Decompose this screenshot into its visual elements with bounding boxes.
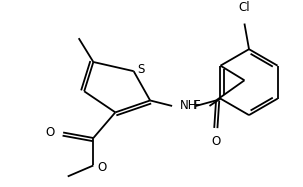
Text: F: F bbox=[194, 99, 200, 112]
Text: O: O bbox=[46, 126, 55, 139]
Text: S: S bbox=[137, 63, 145, 76]
Text: NH: NH bbox=[179, 99, 197, 112]
Text: O: O bbox=[97, 161, 106, 174]
Text: O: O bbox=[211, 135, 221, 148]
Text: Cl: Cl bbox=[239, 1, 250, 14]
